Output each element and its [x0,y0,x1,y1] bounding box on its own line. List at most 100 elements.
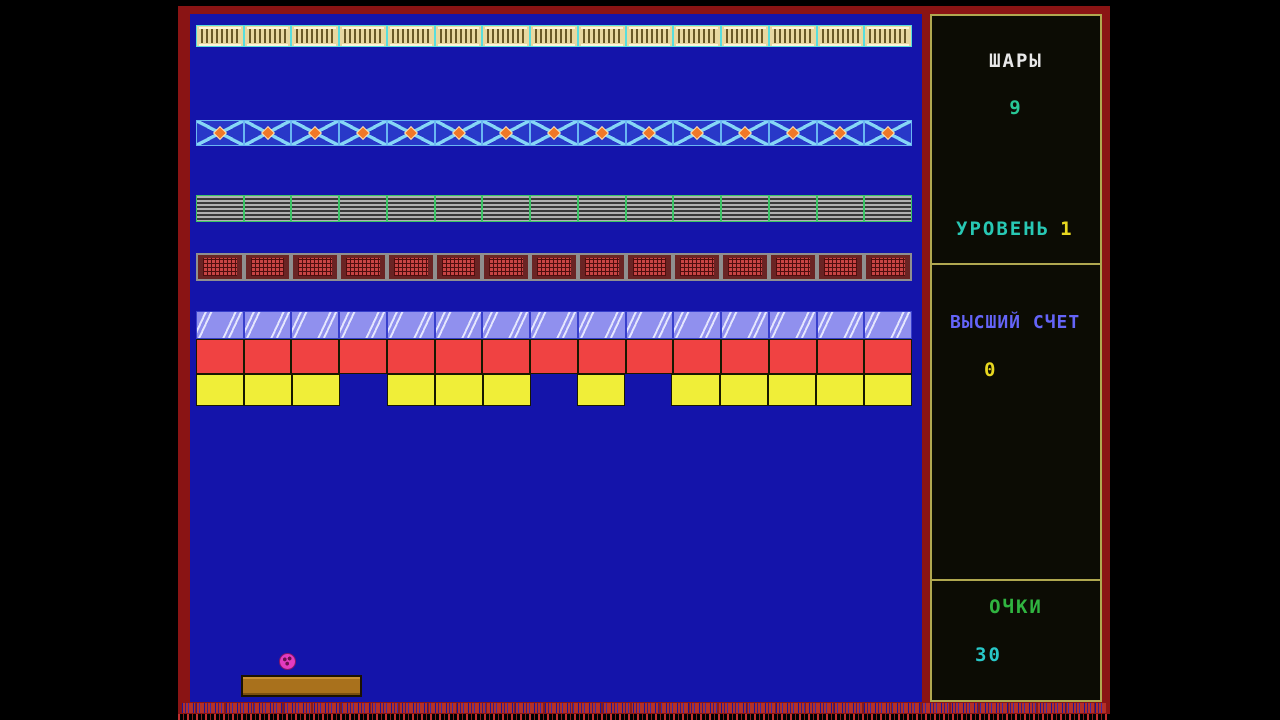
brick [339,195,387,222]
brick [816,339,865,374]
brick [530,253,578,281]
brick [577,25,626,47]
brick [434,374,483,406]
bottom-ticks [178,714,1110,720]
brick [291,253,340,281]
playfield[interactable] [190,14,922,702]
brick [386,195,435,222]
brick [768,311,817,339]
brick [482,25,531,47]
brick [530,120,578,146]
brick [482,374,531,406]
brick [721,311,769,339]
brick [673,311,722,339]
brick-row-lined [196,195,913,222]
brick [482,120,531,146]
brick [577,253,626,281]
brick [482,311,531,339]
brick [768,25,817,47]
brick [196,339,244,374]
level-line: УРОВЕНЬ 1 [956,218,1100,240]
brick [339,311,387,339]
brick [577,339,626,374]
highscore-value: 0 [984,359,998,381]
score-value: 30 [975,644,1002,666]
brick [386,339,435,374]
brick [530,339,578,374]
brick [816,25,865,47]
brick [816,120,865,146]
brick [721,25,769,47]
brick [386,253,435,281]
brick [243,120,292,146]
brick [243,339,292,374]
brick [577,120,626,146]
brick-gap [531,374,577,406]
brick [291,195,340,222]
score-label: ОЧКИ [989,596,1043,618]
brick [291,120,340,146]
brick [768,339,817,374]
brick [339,120,387,146]
panel-section-score: ОЧКИ 30 [930,579,1102,702]
brick [530,195,578,222]
ball [279,653,296,670]
brick [768,253,817,281]
brick [864,120,913,146]
brick [196,374,245,406]
brick [434,253,483,281]
brick-row-crossed [196,120,913,146]
balls-count: 9 [1009,97,1023,119]
game-frame: ШАРЫ 9 УРОВЕНЬ 1 ВЫСШИЙ СЧЕТ 0 ОЧКИ 30 [178,6,1110,714]
brick [625,311,674,339]
brick [816,195,865,222]
brick [625,25,674,47]
brick [434,195,483,222]
brick-row-mesh [196,253,913,281]
brick [721,195,769,222]
status-panel: ШАРЫ 9 УРОВЕНЬ 1 ВЫСШИЙ СЧЕТ 0 ОЧКИ 30 [930,14,1102,702]
brick-gap [340,374,386,406]
brick [767,374,816,406]
brick-gap [625,374,671,406]
brick [625,120,674,146]
brick [530,25,578,47]
brick [768,195,817,222]
brick [721,120,769,146]
paddle[interactable] [241,675,362,697]
brick [434,339,483,374]
brick [386,25,435,47]
brick [339,339,387,374]
brick [577,195,626,222]
brick [291,311,340,339]
brick [671,374,720,406]
brick [196,195,244,222]
panel-section-highscore: ВЫСШИЙ СЧЕТ 0 [930,263,1102,581]
brick [244,374,293,406]
brick [482,253,531,281]
brick [339,25,387,47]
brick-row-columns [196,25,913,47]
brick [864,339,913,374]
brick-row-yellow [196,374,913,406]
brick [673,195,722,222]
brick [339,253,387,281]
brick [291,25,340,47]
bottom-noise-strip [182,703,1106,713]
brick [434,311,483,339]
brick [673,339,722,374]
brick [243,253,292,281]
brick [864,253,913,281]
brick-row-red [196,339,913,374]
brick [816,253,865,281]
brick [577,311,626,339]
brick [864,25,913,47]
brick [863,374,913,406]
brick [864,195,913,222]
brick [673,253,722,281]
brick [530,311,578,339]
brick [434,120,483,146]
brick [386,311,435,339]
brick [815,374,864,406]
